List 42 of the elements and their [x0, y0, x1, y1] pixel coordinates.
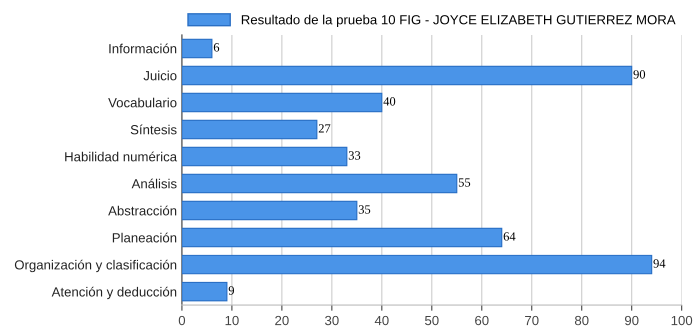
y-tick-label: Información	[109, 44, 176, 54]
data-label: 55	[458, 178, 470, 187]
data-label: 94	[653, 259, 666, 268]
data-label: 64	[504, 232, 516, 241]
bar	[182, 254, 652, 274]
x-tick-label: 80	[574, 316, 589, 326]
x-tick-label: 20	[275, 316, 289, 326]
y-tick-label: Atención y deducción	[52, 286, 176, 300]
y-tick-label: Síntesis	[130, 124, 177, 134]
legend-label: Resultado de la prueba 10 FIG - JOYCE ELIZABETH GUTIERREZ MORA	[242, 14, 676, 28]
bar	[182, 228, 502, 248]
bar	[182, 66, 632, 86]
x-tick-label: 60	[475, 316, 489, 326]
y-tick-label: Organización y clasificación	[14, 260, 176, 272]
x-tick-label: 10	[226, 316, 239, 326]
data-label: 40	[383, 97, 396, 106]
y-tick-label: Análisis	[132, 178, 177, 188]
y-tick-label: Abstracción	[108, 206, 176, 216]
y-tick-label: Habilidad numérica	[65, 152, 178, 162]
y-tick-label: Planeación	[112, 232, 176, 242]
data-label: 27	[318, 124, 330, 132]
x-tick-label: 50	[424, 316, 439, 326]
data-label: 35	[358, 205, 370, 214]
x-tick-label: 70	[525, 316, 539, 326]
data-label: 33	[348, 151, 360, 160]
x-tick-label: 40	[374, 316, 389, 326]
data-label: 6	[214, 43, 220, 52]
bar	[182, 282, 228, 302]
x-tick-label: 100	[672, 316, 692, 326]
y-tick-label: Juicio	[144, 70, 177, 80]
data-label: 9	[228, 286, 234, 295]
bar	[182, 146, 348, 166]
x-tick-label: 0	[178, 316, 186, 326]
x-tick-label: 90	[624, 316, 639, 326]
bar	[182, 174, 458, 194]
bar	[182, 38, 212, 58]
y-tick-label: Vocabulario	[108, 98, 177, 108]
x-tick-label: 30	[325, 316, 339, 326]
data-label: 90	[633, 70, 646, 79]
bar	[182, 120, 318, 140]
bar	[182, 92, 382, 112]
bar	[182, 200, 358, 220]
